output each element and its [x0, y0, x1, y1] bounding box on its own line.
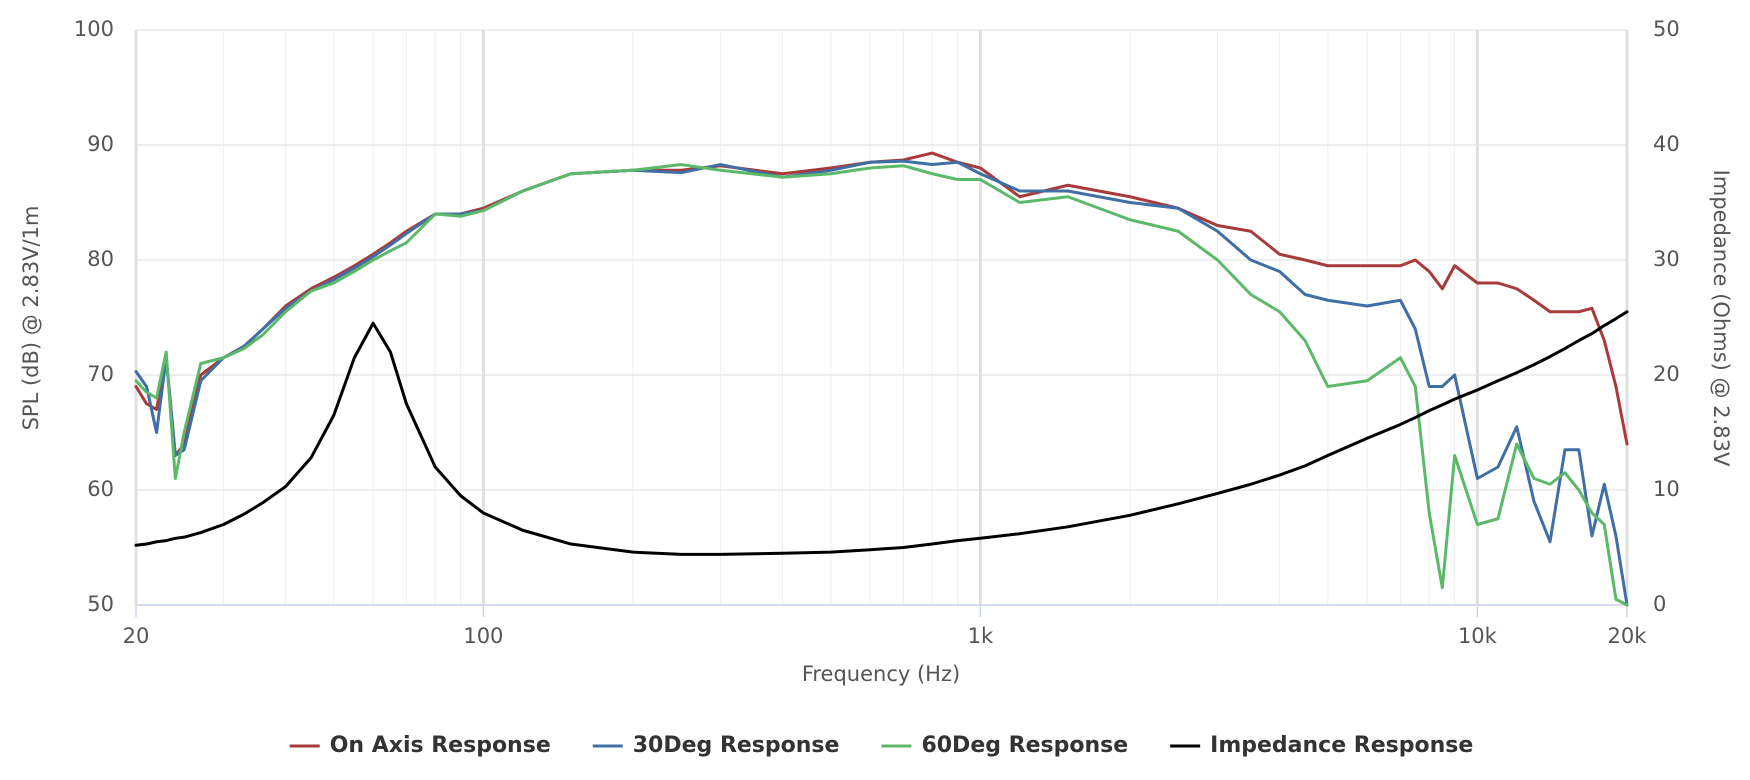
- grid: [134, 29, 1629, 606]
- legend-item: Impedance Response: [1170, 733, 1473, 758]
- y2-tick-label: 20: [1653, 362, 1680, 386]
- x-tick-label: 20k: [1608, 624, 1648, 648]
- x-tick-label: 100: [463, 624, 503, 648]
- legend-item: 30Deg Response: [592, 733, 840, 758]
- y2-tick-label: 10: [1653, 477, 1680, 501]
- series-line: [134, 310, 1629, 556]
- y-axis-title: SPL (dB) @ 2.83V/1m: [19, 206, 43, 431]
- legend-text: On Axis Response: [330, 733, 551, 758]
- y-tick-label: 50: [87, 592, 114, 616]
- y2-tick-label: 30: [1653, 247, 1680, 271]
- legend-text: Impedance Response: [1210, 733, 1473, 758]
- y2-tick-label: 0: [1653, 592, 1666, 616]
- y2-tick-label: 40: [1653, 132, 1680, 156]
- y-tick-label: 80: [87, 247, 114, 271]
- y-tick-label: 60: [87, 477, 114, 501]
- x-tick-label: 1k: [968, 624, 994, 648]
- legend-text: 60Deg Response: [921, 733, 1128, 758]
- series-line: [134, 159, 1629, 607]
- legend-item: 60Deg Response: [881, 733, 1128, 758]
- y2-tick-label: 50: [1653, 17, 1680, 41]
- legend-text: 30Deg Response: [633, 733, 840, 758]
- x-tick-label: 10k: [1458, 624, 1498, 648]
- y-tick-label: 90: [87, 132, 114, 156]
- x-axis-title: Frequency (Hz): [802, 662, 960, 686]
- y2-axis-title: Impedance (Ohms) @ 2.83V: [1709, 170, 1733, 467]
- legend-item: On Axis Response: [289, 733, 551, 758]
- y-tick-label: 100: [74, 17, 114, 41]
- series-line: [134, 163, 1629, 607]
- y-tick-label: 70: [87, 362, 114, 386]
- legend: On Axis Response 30Deg Response 60Deg Resp…: [289, 733, 1473, 758]
- x-tick-label: 20: [123, 624, 150, 648]
